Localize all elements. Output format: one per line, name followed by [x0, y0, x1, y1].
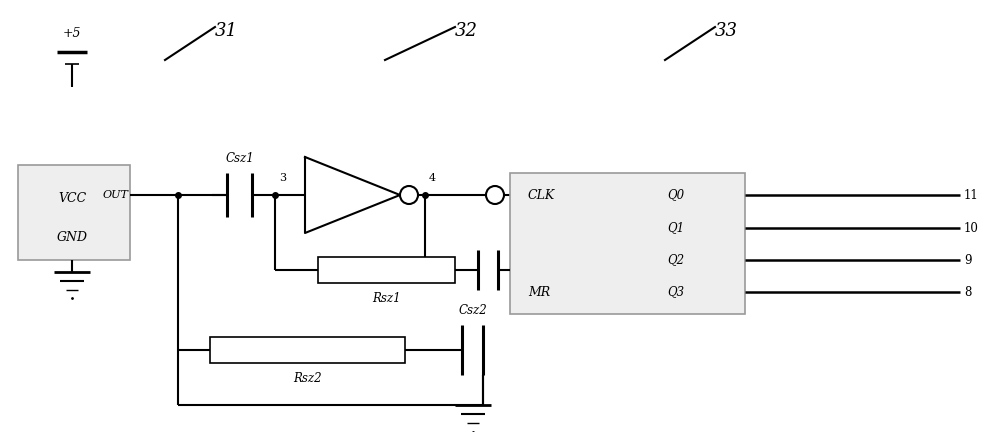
Bar [510, 173, 745, 314]
Text: OUT: OUT [102, 190, 128, 200]
Text: Rsz1: Rsz1 [372, 292, 401, 305]
Text: Csz1: Csz1 [225, 152, 254, 165]
Bar [318, 257, 455, 283]
Text: 31: 31 [215, 22, 238, 40]
Text: CLK: CLK [528, 188, 555, 201]
Text: Q3: Q3 [667, 286, 684, 299]
Text: Csz2: Csz2 [458, 304, 487, 317]
Text: 8: 8 [964, 286, 971, 299]
Text: GND: GND [57, 231, 88, 244]
Text: 11: 11 [964, 188, 979, 201]
Text: 3: 3 [279, 173, 286, 183]
Text: 33: 33 [715, 22, 738, 40]
Text: 4: 4 [429, 173, 436, 183]
Bar [210, 337, 405, 363]
Bar [18, 165, 130, 260]
Text: Q0: Q0 [667, 188, 684, 201]
Text: MR: MR [528, 286, 550, 299]
Text: Q1: Q1 [667, 222, 684, 235]
Text: +5: +5 [63, 27, 81, 40]
Text: Q2: Q2 [667, 254, 684, 267]
Text: 9: 9 [964, 254, 971, 267]
Text: 10: 10 [964, 222, 979, 235]
Text: 32: 32 [455, 22, 478, 40]
Text: Rsz2: Rsz2 [293, 372, 322, 385]
Text: VCC: VCC [58, 191, 86, 204]
